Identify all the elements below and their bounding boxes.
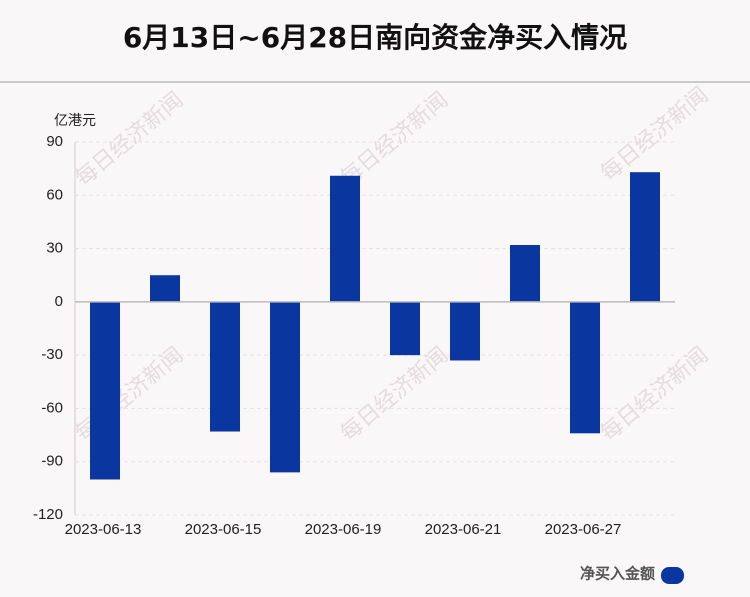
watermarks: 每日经济新闻 每日经济新闻 每日经济新闻 每日经济新闻 每日经济新闻 每日经济新…: [71, 83, 713, 447]
y-tick-label: 30: [46, 240, 63, 257]
bar: [450, 301, 480, 361]
legend-swatch: [661, 567, 684, 584]
bar: [270, 301, 300, 473]
y-unit: 亿港元: [54, 113, 96, 129]
watermark: 每日经济新闻: [336, 343, 453, 447]
y-tick-label: 60: [46, 186, 63, 203]
watermark: 每日经济新闻: [71, 343, 188, 447]
x-tick-label: 2023-06-13: [65, 521, 142, 538]
bar: [390, 301, 420, 356]
y-tick-label: 0: [55, 293, 63, 310]
y-tick-label: -60: [41, 399, 63, 416]
y-tick-label: -120: [33, 506, 63, 523]
chart-title: 6月13日~6月28日南向资金净买入情况: [123, 21, 627, 54]
bar: [570, 301, 600, 434]
bar: [630, 172, 660, 302]
y-tick-label: 90: [46, 133, 63, 150]
legend-label: 净买入金额: [580, 565, 655, 583]
x-tick-label: 2023-06-27: [545, 521, 622, 538]
bar: [150, 275, 180, 302]
x-tick-label: 2023-06-21: [425, 521, 502, 538]
watermark: 每日经济新闻: [596, 343, 713, 447]
y-tick-label: -30: [41, 346, 63, 363]
x-tick-label: 2023-06-15: [185, 521, 262, 538]
x-tick-label: 2023-06-19: [305, 521, 382, 538]
y-tick-label: -90: [41, 453, 63, 470]
bar: [510, 245, 540, 302]
watermark: 每日经济新闻: [71, 88, 188, 192]
watermark: 每日经济新闻: [596, 83, 713, 187]
bar: [90, 301, 120, 480]
bar: [210, 301, 240, 432]
bar: [330, 175, 360, 302]
